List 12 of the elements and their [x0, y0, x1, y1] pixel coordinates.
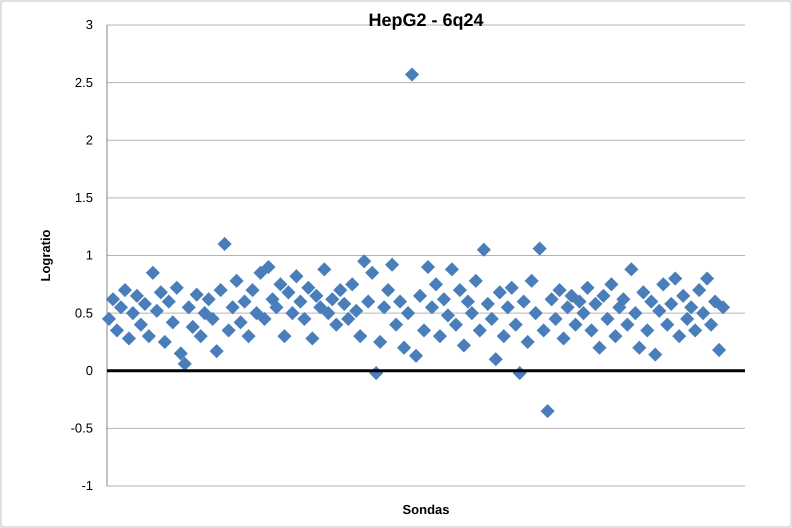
y-tick-label: -1 [81, 478, 93, 494]
chart-title: HepG2 - 6q24 [368, 10, 484, 30]
x-axis-title: Sondas [402, 502, 450, 517]
y-tick-label: 2 [86, 132, 93, 148]
y-tick-label: 1 [86, 248, 93, 263]
y-tick-label: 0.5 [74, 305, 93, 320]
y-tick-label: 1.5 [74, 190, 93, 206]
y-tick-label: 3 [86, 17, 93, 32]
y-tick-label: 0 [86, 362, 93, 378]
y-axis-title: Logratio [38, 229, 53, 282]
y-tick-label: 2.5 [74, 74, 93, 90]
y-tick-label: -0.5 [70, 420, 93, 436]
